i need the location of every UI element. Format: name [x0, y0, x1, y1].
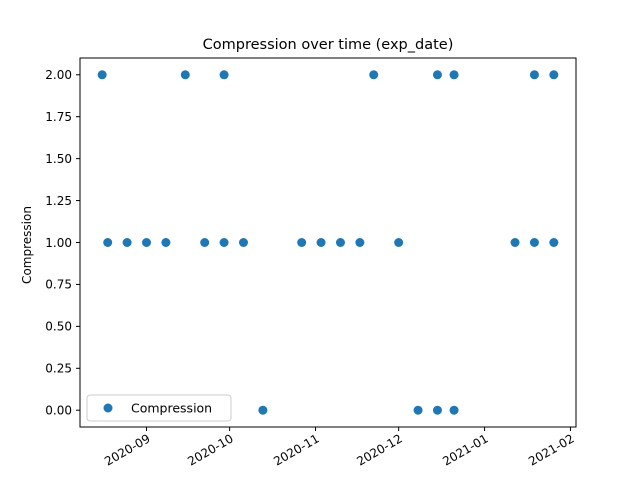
- data-point: [258, 405, 268, 415]
- data-point: [335, 238, 345, 247]
- data-point: [161, 238, 171, 247]
- y-tick-label: 0.00: [45, 404, 72, 418]
- plot-frame: [79, 57, 577, 428]
- data-point: [200, 238, 210, 247]
- data-point: [549, 70, 559, 80]
- plot-marks: [97, 70, 559, 415]
- data-point: [449, 405, 459, 415]
- data-point: [394, 238, 404, 247]
- y-tick-label: 1.25: [45, 194, 72, 208]
- data-point: [369, 70, 379, 80]
- data-point: [529, 238, 539, 247]
- x-tick-label: 2020-10: [185, 431, 235, 468]
- legend-marker: [103, 403, 113, 413]
- y-tick-label: 0.25: [45, 362, 72, 376]
- data-point: [549, 238, 559, 247]
- y-axis-title: Compression: [20, 206, 34, 284]
- x-tick-label: 2020-09: [102, 431, 152, 468]
- data-point: [142, 238, 152, 247]
- x-tick-label: 2020-12: [354, 431, 404, 468]
- data-point: [432, 405, 442, 415]
- data-point: [297, 238, 307, 247]
- data-point: [180, 70, 190, 80]
- x-tick-label: 2021-01: [440, 431, 490, 468]
- y-tick-label: 0.75: [45, 278, 72, 292]
- y-tick-label: 0.50: [45, 320, 72, 334]
- data-point: [432, 70, 442, 80]
- legend-label: Compression: [131, 401, 212, 416]
- data-point: [97, 70, 107, 80]
- y-tick-label: 2.00: [45, 68, 72, 82]
- data-point: [510, 238, 520, 247]
- x-tick-label: 2020-11: [271, 431, 321, 468]
- data-point: [316, 238, 326, 247]
- data-point: [413, 405, 423, 415]
- y-tick-label: 1.50: [45, 152, 72, 166]
- data-point: [529, 70, 539, 80]
- data-point: [449, 70, 459, 80]
- y-tick-label: 1.75: [45, 110, 72, 124]
- data-point: [219, 70, 229, 80]
- chart-title: Compression over time (exp_date): [203, 37, 454, 53]
- legend: Compression: [86, 394, 232, 422]
- y-tick-label: 1.00: [45, 236, 72, 250]
- data-point: [103, 238, 113, 247]
- data-point: [219, 238, 229, 247]
- data-point: [238, 238, 248, 247]
- data-point: [355, 238, 365, 247]
- x-tick-label: 2021-02: [526, 431, 576, 468]
- legend-frame: [86, 394, 232, 422]
- data-point: [122, 238, 132, 247]
